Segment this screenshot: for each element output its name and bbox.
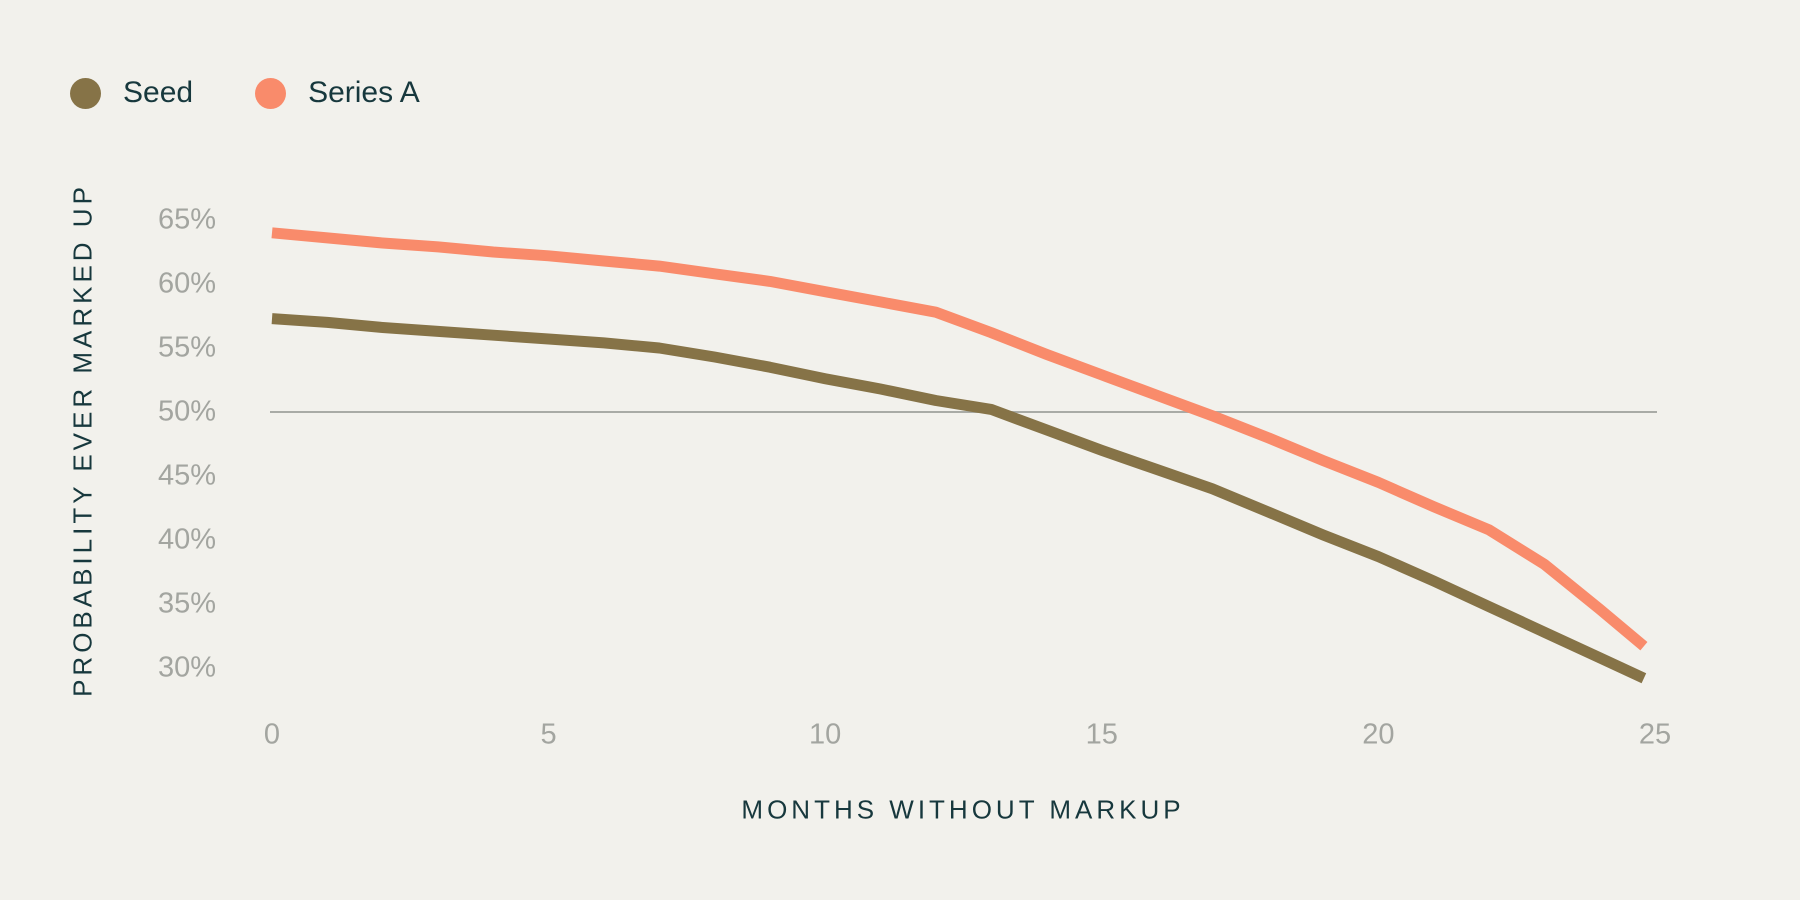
x-tick-label: 25 <box>1638 718 1672 751</box>
y-tick-label: 45% <box>157 459 216 492</box>
x-tick-label: 0 <box>263 718 281 751</box>
y-tick-label: 35% <box>157 587 216 620</box>
y-tick-label: 65% <box>157 203 216 236</box>
x-tick-label: 10 <box>809 718 842 751</box>
x-tick-label: 5 <box>540 718 557 751</box>
legend-label-series-a: Series A <box>308 76 420 109</box>
x-tick-label: 15 <box>1085 718 1118 751</box>
x-tick-label: 20 <box>1362 718 1395 751</box>
series-a-dot-icon <box>255 77 287 109</box>
seed-line <box>271 313 1647 684</box>
y-tick-label: 55% <box>157 331 216 364</box>
legend-item-seed: Seed <box>70 76 193 110</box>
y-tick-label: 40% <box>157 523 216 556</box>
legend-label-seed: Seed <box>123 76 194 109</box>
y-tick-label: 60% <box>157 267 216 300</box>
legend-item-series-a: Series A <box>255 76 420 110</box>
seed-dot-icon <box>70 77 101 109</box>
y-tick-label: 30% <box>157 651 216 684</box>
series-a-line <box>271 227 1648 651</box>
legend: Seed Series A <box>70 76 420 110</box>
y-tick-label: 50% <box>157 395 216 428</box>
x-axis-title: MONTHS WITHOUT MARKUP <box>741 794 1185 825</box>
